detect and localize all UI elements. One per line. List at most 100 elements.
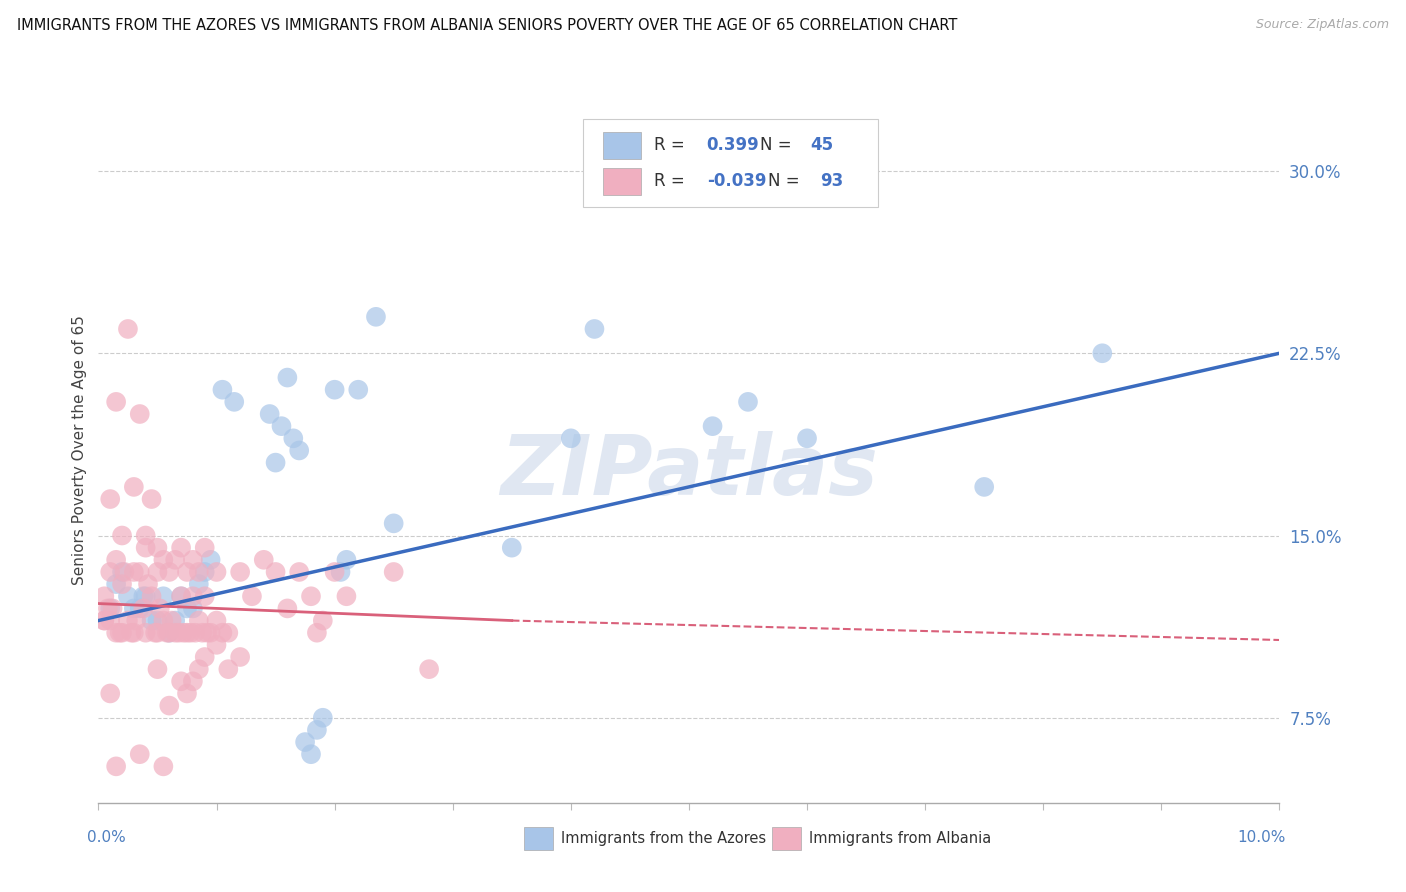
Point — [299, 747, 322, 762]
Point — [382, 516, 405, 531]
Point — [157, 698, 180, 713]
Point — [132, 589, 155, 603]
Point — [294, 735, 316, 749]
Point — [143, 625, 166, 640]
Point — [335, 553, 357, 567]
Point — [135, 528, 157, 542]
Point — [111, 625, 134, 640]
Point — [181, 601, 204, 615]
Point — [180, 625, 202, 640]
Point — [200, 625, 222, 640]
Point — [105, 395, 128, 409]
Point — [157, 625, 180, 640]
Point — [98, 686, 121, 700]
Point — [98, 601, 121, 615]
Point — [98, 565, 121, 579]
Point — [146, 541, 169, 555]
Point — [172, 625, 194, 640]
Point — [125, 614, 148, 628]
Point — [194, 541, 217, 555]
Point — [176, 565, 198, 579]
Point — [98, 491, 121, 506]
Point — [152, 553, 174, 567]
Point — [1091, 346, 1114, 360]
Text: N =: N = — [759, 136, 797, 154]
Point — [305, 723, 328, 737]
Point — [205, 638, 228, 652]
Text: Immigrants from Albania: Immigrants from Albania — [810, 831, 991, 847]
Point — [205, 614, 228, 628]
Point — [305, 625, 328, 640]
Point — [135, 625, 157, 640]
Point — [117, 589, 139, 603]
Text: 10.0%: 10.0% — [1237, 830, 1285, 845]
Point — [191, 625, 214, 640]
Point — [170, 541, 193, 555]
Point — [160, 614, 183, 628]
Point — [97, 601, 120, 615]
Point — [181, 553, 204, 567]
Point — [418, 662, 440, 676]
Point — [187, 565, 209, 579]
Point — [165, 614, 187, 628]
Point — [224, 395, 246, 409]
Point — [152, 614, 174, 628]
Point — [156, 625, 179, 640]
Point — [93, 589, 115, 603]
Point — [128, 601, 150, 615]
Point — [270, 419, 292, 434]
Point — [194, 650, 217, 665]
Point — [117, 322, 139, 336]
Point — [128, 747, 150, 762]
Point — [112, 565, 135, 579]
Point — [240, 589, 263, 603]
Point — [146, 662, 169, 676]
Point — [165, 553, 187, 567]
Point — [128, 565, 150, 579]
Point — [176, 686, 198, 700]
Text: 93: 93 — [820, 172, 844, 190]
Point — [98, 614, 121, 628]
Point — [264, 456, 287, 470]
Point — [194, 565, 217, 579]
Text: R =: R = — [654, 172, 689, 190]
Point — [187, 662, 209, 676]
FancyBboxPatch shape — [582, 120, 877, 207]
Point — [176, 601, 198, 615]
Point — [195, 625, 218, 640]
Point — [146, 565, 169, 579]
Point — [152, 589, 174, 603]
Point — [217, 625, 239, 640]
Point — [187, 577, 209, 591]
Point — [108, 625, 131, 640]
Point — [181, 674, 204, 689]
Point — [288, 565, 311, 579]
Point — [194, 589, 217, 603]
Text: IMMIGRANTS FROM THE AZORES VS IMMIGRANTS FROM ALBANIA SENIORS POVERTY OVER THE A: IMMIGRANTS FROM THE AZORES VS IMMIGRANTS… — [17, 18, 957, 33]
Point — [141, 491, 163, 506]
Point — [122, 601, 145, 615]
Text: 45: 45 — [811, 136, 834, 154]
Point — [122, 565, 145, 579]
Point — [111, 528, 134, 542]
Point — [323, 383, 346, 397]
FancyBboxPatch shape — [523, 828, 553, 850]
Point — [382, 565, 405, 579]
Point — [184, 625, 207, 640]
Point — [276, 370, 298, 384]
Point — [288, 443, 311, 458]
Point — [259, 407, 281, 421]
Point — [264, 565, 287, 579]
Point — [121, 625, 143, 640]
Point — [253, 553, 276, 567]
Point — [283, 431, 305, 445]
Point — [347, 383, 370, 397]
Point — [146, 625, 169, 640]
Point — [329, 565, 352, 579]
Point — [560, 431, 582, 445]
Point — [149, 601, 172, 615]
Point — [170, 589, 193, 603]
Point — [141, 614, 163, 628]
Point — [117, 614, 139, 628]
Text: ZIPatlas: ZIPatlas — [501, 431, 877, 512]
